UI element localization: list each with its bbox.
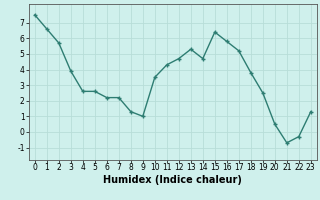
X-axis label: Humidex (Indice chaleur): Humidex (Indice chaleur): [103, 175, 242, 185]
